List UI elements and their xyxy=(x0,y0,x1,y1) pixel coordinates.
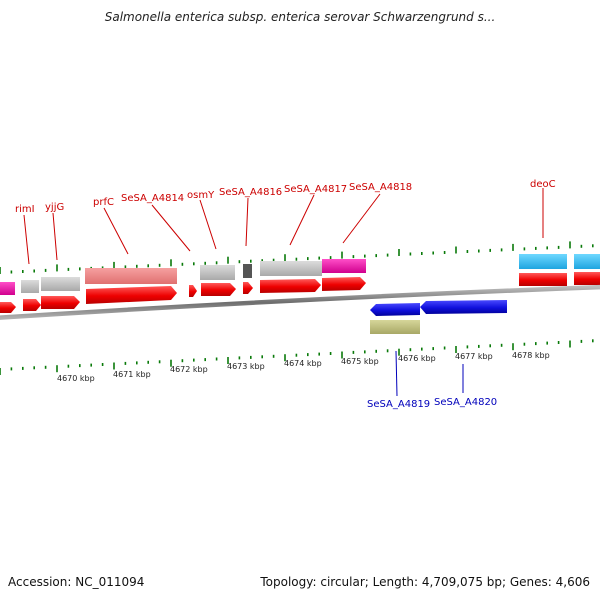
gene-label-SeSA_A4814[interactable]: SeSA_A4814 xyxy=(121,193,184,204)
feature-box-SeSA_A4818[interactable] xyxy=(322,259,366,273)
gene-label-SeSA_A4817[interactable]: SeSA_A4817 xyxy=(284,184,347,195)
label-leaders-reverse xyxy=(395,350,464,397)
scale-label: 4676 kbp xyxy=(398,354,436,363)
forward-gene-labels: rimI yjjG prfC SeSA_A4814 osmY SeSA_A481… xyxy=(15,179,556,215)
gene-arrow-deoC[interactable] xyxy=(519,273,567,286)
gene-arrow-SeSA_A4818[interactable] xyxy=(322,277,366,291)
gene-label-osmY[interactable]: osmY xyxy=(187,190,215,201)
gene-arrow-rimI[interactable] xyxy=(23,299,41,311)
feature-box-yjjG[interactable] xyxy=(41,277,80,291)
gene-label-SeSA_A4818[interactable]: SeSA_A4818 xyxy=(349,182,412,193)
gene-arrow-SeSA_A4820[interactable] xyxy=(420,300,507,314)
scale-labels: 4670 kbp 4671 kbp 4672 kbp 4673 kbp 4674… xyxy=(57,351,550,383)
gene-arrow-osmY[interactable] xyxy=(201,283,236,296)
upper-tick-ruler xyxy=(0,241,594,274)
scale-label: 4672 kbp xyxy=(170,365,208,374)
feature-box-SeSA_A4816[interactable] xyxy=(243,264,252,278)
accession-text: Accession: NC_011094 xyxy=(8,575,145,589)
organism-title: Salmonella enterica subsp. enterica sero… xyxy=(104,10,496,24)
gene-arrow-yjjG[interactable] xyxy=(41,296,80,309)
gene-arrow-prfC[interactable] xyxy=(86,286,177,304)
feature-box-rimI[interactable] xyxy=(21,280,39,293)
gene-label-SeSA_A4816[interactable]: SeSA_A4816 xyxy=(219,187,282,198)
lower-tick-ruler xyxy=(0,339,594,375)
feature-box-SeSA_A4817[interactable] xyxy=(260,261,322,276)
feature-box-osmY[interactable] xyxy=(200,265,235,280)
gene-arrow-SeSA_A4819[interactable] xyxy=(370,303,420,316)
gene-label-SeSA_A4820[interactable]: SeSA_A4820 xyxy=(434,397,497,408)
gene-arrow-small-a[interactable] xyxy=(189,285,197,297)
feature-box-deoC[interactable] xyxy=(519,254,567,269)
forward-gene-track xyxy=(0,272,600,313)
topology-text: Topology: circular; Length: 4,709,075 bp… xyxy=(260,575,590,589)
feature-box-olive[interactable] xyxy=(370,320,420,334)
scale-label: 4678 kbp xyxy=(512,351,550,360)
label-leaders xyxy=(23,188,544,265)
feature-box-cyan-right[interactable] xyxy=(574,254,600,269)
gene-arrow-SeSA_A4817[interactable] xyxy=(260,279,321,293)
scale-label: 4677 kbp xyxy=(455,352,493,361)
feature-box-magenta-left[interactable] xyxy=(0,282,15,295)
feature-row-upper xyxy=(0,254,600,295)
gene-label-yjjG[interactable]: yjjG xyxy=(45,202,64,213)
gene-label-deoC[interactable]: deoC xyxy=(530,179,556,190)
gene-arrow-small-b[interactable] xyxy=(243,282,253,294)
reverse-gene-labels: SeSA_A4819 SeSA_A4820 xyxy=(367,397,497,410)
scale-label: 4674 kbp xyxy=(284,359,322,368)
reverse-gene-track xyxy=(370,300,507,316)
chromosome-backbone xyxy=(0,284,600,320)
gene-label-rimI[interactable]: rimI xyxy=(15,204,35,215)
gene-label-prfC[interactable]: prfC xyxy=(93,197,114,208)
scale-label: 4670 kbp xyxy=(57,374,95,383)
scale-label: 4675 kbp xyxy=(341,357,379,366)
gene-arrow-forward-right[interactable] xyxy=(574,272,600,285)
scale-label: 4671 kbp xyxy=(113,370,151,379)
feature-box-prfC[interactable] xyxy=(85,268,177,284)
gene-arrow-forward-0[interactable] xyxy=(0,302,16,313)
gene-label-SeSA_A4819[interactable]: SeSA_A4819 xyxy=(367,399,430,410)
scale-label: 4673 kbp xyxy=(227,362,265,371)
